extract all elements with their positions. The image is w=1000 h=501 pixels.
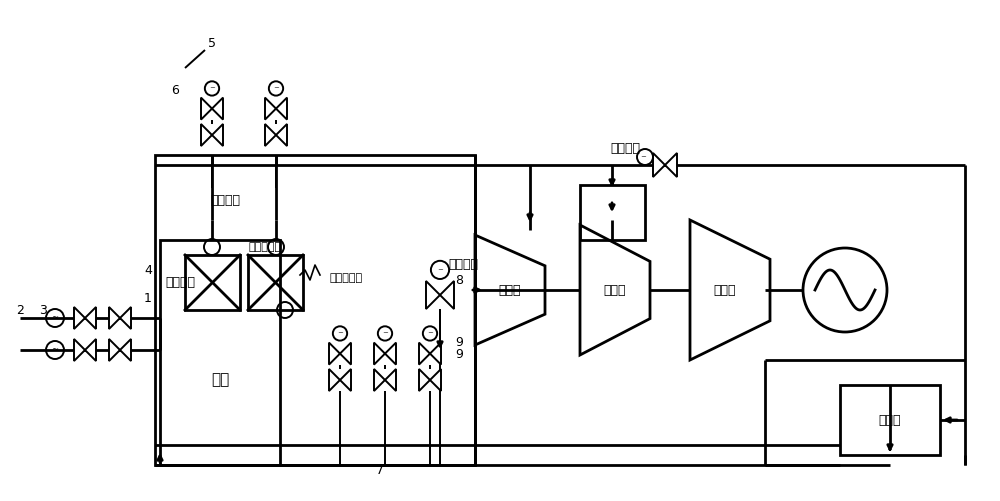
Text: 低压缸: 低压缸 [714,284,736,297]
Polygon shape [109,339,120,361]
Polygon shape [265,124,276,146]
Polygon shape [430,343,441,365]
Text: ~: ~ [382,331,388,337]
Polygon shape [340,343,351,365]
Polygon shape [440,281,454,309]
Bar [840,385,940,455]
Text: 2: 2 [16,304,24,317]
Polygon shape [120,307,131,329]
Polygon shape [329,369,340,391]
Text: ~: ~ [337,331,343,337]
Text: 去中压缸: 去中压缸 [210,193,240,206]
Text: 7: 7 [376,463,384,476]
Polygon shape [74,307,85,329]
Text: ~: ~ [52,314,58,323]
Bar [160,240,280,465]
Polygon shape [340,369,351,391]
Polygon shape [276,98,287,120]
Text: ~: ~ [640,154,646,160]
Polygon shape [85,339,96,361]
Bar [155,155,475,465]
Text: 去高压缸: 去高压缸 [165,277,195,290]
Polygon shape [212,98,223,120]
Text: 8: 8 [455,274,463,287]
Polygon shape [385,343,396,365]
Bar [248,255,303,310]
Polygon shape [665,153,677,177]
Text: 6: 6 [171,84,179,97]
Text: 4: 4 [144,264,152,277]
Polygon shape [201,124,212,146]
Polygon shape [120,339,131,361]
Text: 3: 3 [39,304,47,317]
Text: 高压缸: 高压缸 [499,284,521,297]
Text: ~: ~ [437,267,443,273]
Text: 锅炉: 锅炉 [211,373,229,387]
Text: 9: 9 [455,349,463,362]
Polygon shape [374,369,385,391]
Text: ~: ~ [273,86,279,92]
Text: ~: ~ [52,346,58,355]
Text: 末级过热器: 末级过热器 [248,242,282,252]
Bar [185,255,240,310]
Text: 凝汽器: 凝汽器 [879,413,901,426]
Text: 1: 1 [144,292,152,305]
Text: 高压旁路: 高压旁路 [448,259,478,272]
Text: 5: 5 [208,37,216,50]
Bar [580,185,645,240]
Polygon shape [109,307,120,329]
Polygon shape [265,98,276,120]
Polygon shape [426,281,440,309]
Text: 中压缸: 中压缸 [604,284,626,297]
Polygon shape [276,124,287,146]
Text: ~: ~ [209,86,215,92]
Polygon shape [201,98,212,120]
Text: 再热安全阀: 再热安全阀 [330,273,363,283]
Text: 9: 9 [455,336,463,349]
Polygon shape [374,343,385,365]
Polygon shape [653,153,665,177]
Polygon shape [212,124,223,146]
Polygon shape [385,369,396,391]
Polygon shape [74,339,85,361]
Polygon shape [85,307,96,329]
Polygon shape [329,343,340,365]
Polygon shape [419,369,430,391]
Polygon shape [419,343,430,365]
Text: 低压旁路: 低压旁路 [610,141,640,154]
Polygon shape [430,369,441,391]
Text: ~: ~ [427,331,433,337]
